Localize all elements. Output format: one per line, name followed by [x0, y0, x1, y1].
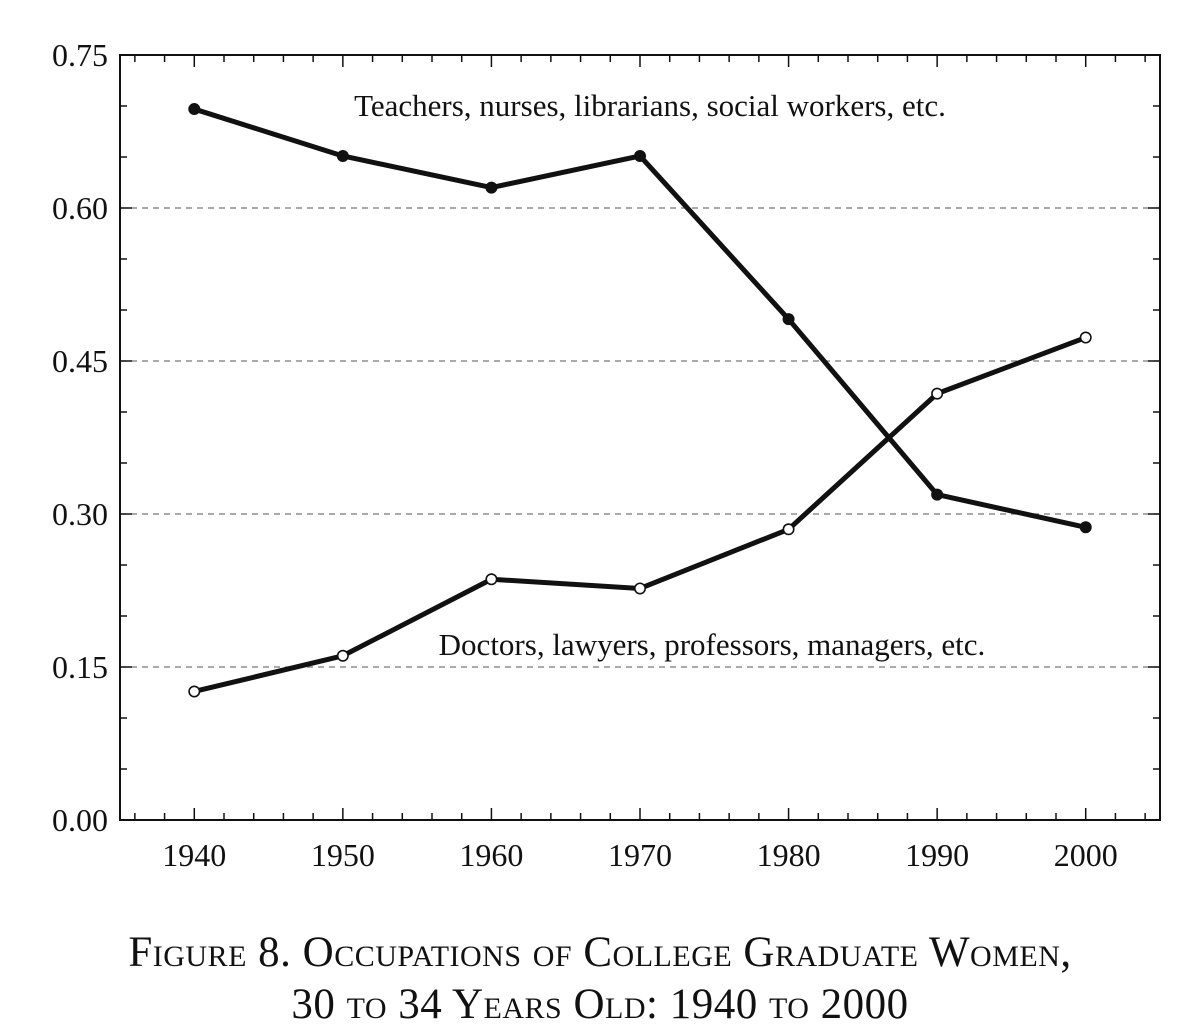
y-tick-label-4: 0.60	[52, 190, 108, 226]
x-tick-label-1: 1950	[311, 837, 375, 873]
y-tick-label-1: 0.15	[52, 649, 108, 685]
series-1-point-1990	[931, 387, 944, 400]
series-0-point-1950	[336, 149, 349, 162]
x-tick-label-2: 1960	[459, 837, 523, 873]
x-tick-label-5: 1990	[905, 837, 969, 873]
figure-caption-line-1: Figure 8. Occupations of College Graduat…	[128, 929, 1072, 976]
series-0-point-1960	[485, 181, 498, 194]
series-1-point-2000	[1079, 331, 1092, 344]
y-tick-label-0: 0.00	[52, 802, 108, 838]
axes	[119, 54, 1161, 821]
tick-labels: 0.00 0.15 0.30 0.45 0.60 0.75 1940 1950 1960 1970…	[52, 37, 1118, 873]
series-1-point-1980	[782, 523, 795, 536]
series-points	[188, 103, 1092, 698]
series-line-0	[191, 106, 1089, 530]
series-1-point-1970	[633, 582, 646, 595]
series-1-point-1960	[485, 573, 498, 586]
series-0-point-1980	[782, 313, 795, 326]
y-tick-label-2: 0.30	[52, 496, 108, 532]
series-1-point-1940	[188, 685, 201, 698]
series-lines	[191, 106, 1089, 694]
figure-caption-line-2: 30 to 34 Years Old: 1940 to 2000	[291, 981, 909, 1028]
x-tick-label-6: 2000	[1054, 837, 1118, 873]
gridlines	[120, 207, 1160, 668]
ticks	[120, 54, 1160, 821]
plot-frame	[119, 54, 1161, 821]
line-chart: 0.00 0.15 0.30 0.45 0.60 0.75 1940 1950 1960 1970…	[52, 37, 1161, 873]
x-tick-label-4: 1980	[757, 837, 821, 873]
series-0-point-1970	[634, 149, 646, 162]
series-0-point-1940	[188, 103, 201, 116]
x-tick-label-3: 1970	[608, 837, 672, 873]
series-0-point-2000	[1079, 521, 1092, 534]
series-label-doctors: Doctors, lawyers, professors, managers, …	[439, 627, 986, 662]
y-tick-label-5: 0.75	[52, 37, 108, 73]
series-1-point-1950	[336, 649, 349, 662]
y-tick-label-3: 0.45	[52, 343, 108, 379]
series-0-point-1990	[931, 488, 944, 501]
x-tick-label-0: 1940	[162, 837, 226, 873]
series-label-teachers: Teachers, nurses, librarians, social wor…	[354, 88, 946, 123]
